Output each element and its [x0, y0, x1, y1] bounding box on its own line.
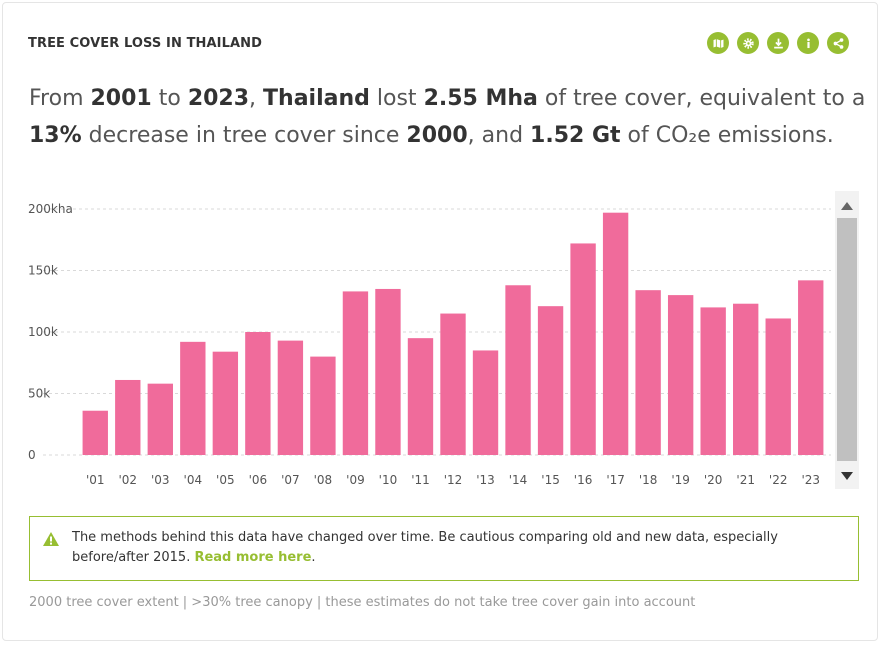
- y-tick-label: 150k: [28, 264, 58, 278]
- bar-06[interactable]: [245, 332, 271, 455]
- end-year: 2023: [187, 86, 250, 111]
- sentence-text: of CO₂e emissions.: [620, 123, 834, 148]
- scrollbar-thumb[interactable]: [837, 218, 857, 461]
- bar-08[interactable]: [310, 356, 336, 455]
- summary-sentence: From 2001 to 2023, Thailand lost 2.55 Mh…: [29, 80, 869, 154]
- x-tick-label: '03: [151, 473, 170, 487]
- bar-04[interactable]: [180, 341, 206, 455]
- x-tick-label: '16: [574, 473, 593, 487]
- y-tick-label: 200kha: [28, 202, 73, 216]
- x-tick-label: '22: [769, 473, 788, 487]
- x-tick-label: '18: [639, 473, 658, 487]
- bar-10[interactable]: [375, 288, 401, 455]
- chart-grid: 0 50k 100k 150k 200kha: [28, 202, 831, 462]
- footnote: 2000 tree cover extent | >30% tree canop…: [29, 595, 696, 610]
- y-tick-label: 50k: [28, 387, 50, 401]
- percent-value: 13%: [29, 123, 82, 148]
- read-more-link[interactable]: Read more here: [194, 550, 312, 565]
- emissions-value: 1.52 Gt: [530, 123, 621, 148]
- bar-21[interactable]: [733, 303, 759, 455]
- y-tick-label: 0: [28, 448, 36, 462]
- widget-title: TREE COVER LOSS IN THAILAND: [28, 36, 263, 51]
- download-icon: [773, 38, 783, 48]
- settings-button[interactable]: [737, 32, 759, 54]
- x-tick-label: '11: [411, 473, 430, 487]
- x-tick-label: '07: [281, 473, 300, 487]
- location-name: Thailand: [263, 86, 370, 111]
- x-tick-label: '15: [541, 473, 560, 487]
- x-tick-label: '21: [736, 473, 755, 487]
- map-icon: [712, 37, 724, 49]
- download-button[interactable]: [767, 32, 789, 54]
- x-tick-label: '02: [118, 473, 137, 487]
- x-tick-label: '06: [249, 473, 268, 487]
- bar-05[interactable]: [212, 351, 239, 455]
- bar-17[interactable]: [602, 212, 629, 455]
- x-tick-label: '17: [606, 473, 625, 487]
- widget-toolbar: [707, 32, 849, 54]
- sentence-text: From: [29, 86, 91, 111]
- bar-01[interactable]: [82, 410, 108, 455]
- x-tick-label: '20: [704, 473, 723, 487]
- warning-text: The methods behind this data have change…: [72, 528, 842, 568]
- sentence-text: of tree cover, equivalent to a: [537, 86, 866, 111]
- sentence-text: , and: [467, 123, 531, 148]
- warning-notice: The methods behind this data have change…: [29, 516, 859, 581]
- scroll-up-arrow-icon[interactable]: [841, 202, 853, 210]
- baseline-year: 2000: [406, 123, 468, 148]
- bar-18[interactable]: [635, 290, 661, 455]
- x-tick-label: '05: [216, 473, 235, 487]
- bar-14[interactable]: [505, 285, 531, 455]
- x-tick-label: '10: [379, 473, 398, 487]
- x-tick-label: '04: [184, 473, 203, 487]
- loss-value: 2.55 Mha: [423, 86, 538, 111]
- bar-02[interactable]: [115, 379, 141, 455]
- bar-11[interactable]: [407, 338, 434, 455]
- bar-03[interactable]: [147, 383, 173, 455]
- chart-scrollbar[interactable]: [835, 191, 859, 489]
- x-tick-label: '08: [314, 473, 333, 487]
- share-icon: [833, 37, 843, 49]
- gear-icon: [742, 37, 754, 49]
- x-tick-label: '09: [346, 473, 365, 487]
- x-tick-label: '19: [671, 473, 690, 487]
- scroll-down-arrow-icon[interactable]: [841, 472, 853, 480]
- warning-suffix: .: [311, 550, 316, 565]
- bar-09[interactable]: [342, 291, 369, 455]
- warning-message: The methods behind this data have change…: [72, 530, 778, 565]
- bar-23[interactable]: [798, 280, 824, 455]
- bar-20[interactable]: [700, 307, 726, 455]
- x-tick-label: '14: [509, 473, 528, 487]
- map-button[interactable]: [707, 32, 729, 54]
- tree-cover-loss-chart: 0 50k 100k 150k 200kha '01 '02 '03 '04 '05 '06 '07…: [28, 191, 859, 489]
- chart-bars: [82, 212, 824, 455]
- sentence-text: ,: [249, 86, 264, 111]
- bar-22[interactable]: [765, 318, 791, 455]
- y-tick-label: 100k: [28, 325, 58, 339]
- x-tick-label: '12: [444, 473, 463, 487]
- info-button[interactable]: [797, 32, 819, 54]
- sentence-text: decrease in tree cover since: [81, 123, 407, 148]
- bar-15[interactable]: [537, 306, 564, 455]
- bar-19[interactable]: [667, 295, 694, 455]
- bar-07[interactable]: [277, 340, 304, 455]
- warning-icon: [43, 532, 59, 546]
- sentence-text: to: [151, 86, 188, 111]
- info-icon: [806, 38, 810, 48]
- sentence-text: lost: [369, 86, 424, 111]
- bar-12[interactable]: [440, 313, 466, 455]
- start-year: 2001: [90, 86, 152, 111]
- x-tick-label: '23: [801, 473, 820, 487]
- x-tick-label: '01: [86, 473, 105, 487]
- x-tick-label: '13: [476, 473, 495, 487]
- chart-x-labels: '01 '02 '03 '04 '05 '06 '07 '08 '09 '10 '11 '12 '13 '…: [86, 473, 820, 487]
- bar-13[interactable]: [472, 350, 499, 455]
- bar-16[interactable]: [570, 243, 596, 455]
- share-button[interactable]: [827, 32, 849, 54]
